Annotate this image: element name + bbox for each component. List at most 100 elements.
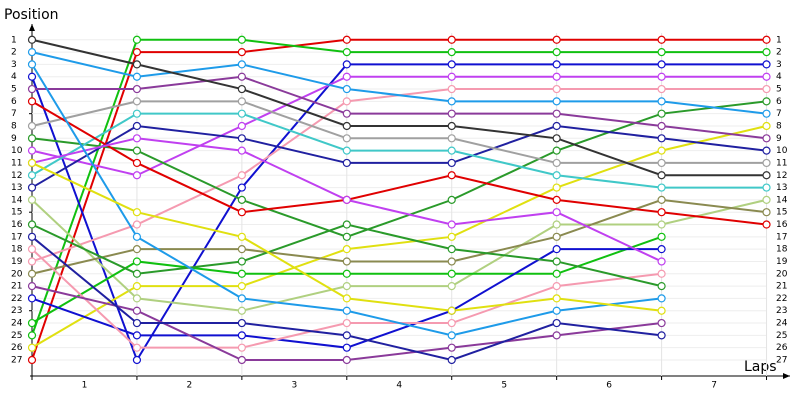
position-marker [762, 35, 771, 44]
position-marker [447, 355, 456, 365]
position-marker [657, 318, 666, 328]
position-marker [657, 245, 666, 254]
y-tick-label: 4 [11, 72, 17, 82]
position-marker [447, 35, 456, 44]
y-tick-label-right: 25 [776, 331, 787, 341]
position-line [31, 38, 767, 361]
position-marker [552, 72, 561, 81]
position-line [31, 100, 767, 238]
y-tick-label: 9 [11, 134, 17, 144]
position-marker [447, 171, 456, 180]
position-marker [762, 97, 771, 106]
position-marker [237, 331, 246, 340]
position-marker [342, 269, 351, 278]
y-tick-label: 1 [11, 35, 17, 45]
position-marker [657, 121, 666, 131]
y-tick-label-right: 26 [776, 343, 788, 353]
position-marker [657, 35, 666, 44]
position-marker [237, 208, 246, 217]
position-marker [27, 355, 37, 365]
y-tick-label: 24 [11, 319, 23, 329]
position-marker [657, 281, 666, 291]
position-marker [552, 121, 561, 131]
position-marker [27, 35, 37, 44]
position-marker [27, 183, 37, 192]
position-marker [237, 318, 246, 328]
position-marker [132, 146, 142, 155]
position-marker [27, 281, 37, 291]
position-marker [447, 257, 456, 266]
position-marker [132, 355, 142, 365]
x-tick-label: 5 [501, 381, 507, 391]
position-marker [657, 158, 666, 168]
position-marker [552, 158, 561, 168]
position-marker [237, 245, 246, 254]
position-marker [27, 245, 37, 254]
position-marker [657, 72, 666, 81]
x-tick-label: 3 [291, 381, 297, 391]
y-tick-label-right: 14 [776, 195, 788, 205]
y-tick-label: 25 [11, 331, 22, 341]
y-tick-label-right: 3 [776, 60, 782, 70]
position-marker [237, 195, 246, 204]
position-marker [342, 195, 351, 204]
position-marker [657, 331, 666, 340]
y-tick-label: 2 [11, 48, 17, 58]
position-marker [657, 146, 666, 155]
position-marker [447, 306, 456, 315]
x-arrow [783, 373, 790, 379]
position-marker [132, 343, 142, 352]
y-tick-label-right: 9 [776, 134, 782, 144]
y-tick-label-right: 2 [776, 48, 782, 58]
y-tick-label-right: 20 [776, 269, 788, 279]
position-marker [237, 306, 246, 315]
y-tick-label-right: 5 [776, 85, 782, 95]
position-marker [657, 306, 666, 315]
y-tick-label-right: 10 [776, 146, 788, 156]
position-marker [132, 60, 142, 69]
position-marker [762, 84, 771, 94]
y-tick-label: 20 [11, 269, 23, 279]
position-marker [447, 269, 456, 278]
position-marker [27, 331, 37, 340]
position-marker [132, 220, 142, 229]
y-tick-label-right: 24 [776, 319, 788, 329]
position-line [31, 124, 767, 189]
position-marker [237, 171, 246, 180]
position-marker [27, 195, 37, 204]
position-marker [132, 35, 142, 44]
position-marker [27, 84, 37, 94]
position-marker [27, 47, 37, 57]
position-line [31, 100, 767, 226]
position-marker [447, 134, 456, 143]
position-marker [237, 47, 246, 57]
position-marker [552, 171, 561, 180]
position-marker [132, 84, 142, 94]
position-marker [762, 171, 771, 180]
position-marker [762, 134, 771, 143]
position-marker [657, 84, 666, 94]
position-marker [27, 220, 37, 229]
position-marker [552, 134, 561, 143]
position-marker [657, 220, 666, 229]
position-marker [657, 97, 666, 106]
position-marker [447, 158, 456, 168]
position-marker [552, 318, 561, 328]
position-marker [657, 47, 666, 57]
position-marker [762, 72, 771, 81]
position-marker [447, 97, 456, 106]
position-marker [342, 158, 351, 168]
position-marker [237, 121, 246, 131]
position-marker [657, 171, 666, 180]
position-marker [552, 195, 561, 204]
position-marker [342, 146, 351, 155]
position-marker [552, 60, 561, 69]
position-marker [342, 306, 351, 315]
y-tick-label-right: 6 [776, 97, 782, 107]
position-marker [132, 245, 142, 254]
position-marker [342, 35, 351, 44]
y-tick-label: 21 [11, 282, 22, 292]
y-tick-label: 14 [11, 195, 23, 205]
position-marker [447, 60, 456, 69]
